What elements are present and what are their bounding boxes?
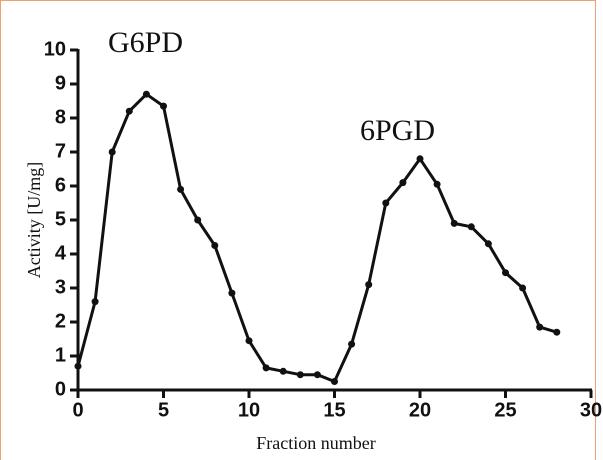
y-tick-label: 4: [55, 242, 67, 264]
point: [142, 90, 150, 98]
line: [76, 92, 558, 383]
point: [125, 107, 133, 115]
point: [433, 180, 441, 188]
y-tick-label: 7: [55, 140, 66, 162]
point: [108, 148, 116, 156]
point: [160, 102, 167, 110]
point: [331, 378, 338, 385]
x-axis-label: Fraction number: [256, 433, 375, 453]
y-axis-label: Activity [U/mg]: [24, 162, 44, 278]
point: [245, 337, 253, 345]
y-tick-label: 3: [55, 276, 66, 298]
point: [467, 223, 475, 231]
y-tick-label: 1: [55, 344, 66, 366]
point: [536, 323, 544, 331]
point: [313, 371, 321, 379]
point: [484, 240, 492, 248]
x-tick-label: 15: [323, 399, 345, 421]
y-tick-label: 8: [55, 106, 66, 128]
y-tick-label: 5: [55, 208, 66, 230]
x-tick-label: 10: [238, 399, 260, 421]
point: [74, 362, 82, 370]
point: [194, 216, 202, 224]
point: [91, 298, 99, 306]
x-tick-label: 20: [409, 399, 431, 421]
point: [553, 328, 561, 336]
point: [228, 289, 236, 297]
x-tick-label: 5: [158, 399, 169, 421]
y-tick-label: 10: [44, 38, 66, 60]
y-tick-label: 9: [55, 72, 66, 94]
x-tick-label: 0: [72, 399, 83, 421]
point: [416, 155, 424, 163]
y-tick-label: 0: [55, 378, 66, 400]
x-tick-label: 25: [494, 399, 516, 421]
point: [365, 281, 373, 289]
point: [502, 269, 509, 277]
annotation: 6PGD: [360, 114, 435, 147]
point: [262, 364, 270, 372]
x-tick-label: 30: [580, 399, 602, 421]
point: [519, 284, 527, 292]
point: [382, 199, 390, 207]
point: [211, 242, 219, 249]
y-tick-label: 2: [55, 310, 66, 332]
point: [296, 371, 304, 379]
point: [348, 340, 356, 348]
y-tick-label: 6: [55, 174, 66, 196]
point: [177, 185, 185, 193]
point: [399, 179, 407, 187]
point: [450, 219, 458, 227]
point: [279, 367, 287, 375]
annotation: G6PD: [108, 26, 183, 59]
